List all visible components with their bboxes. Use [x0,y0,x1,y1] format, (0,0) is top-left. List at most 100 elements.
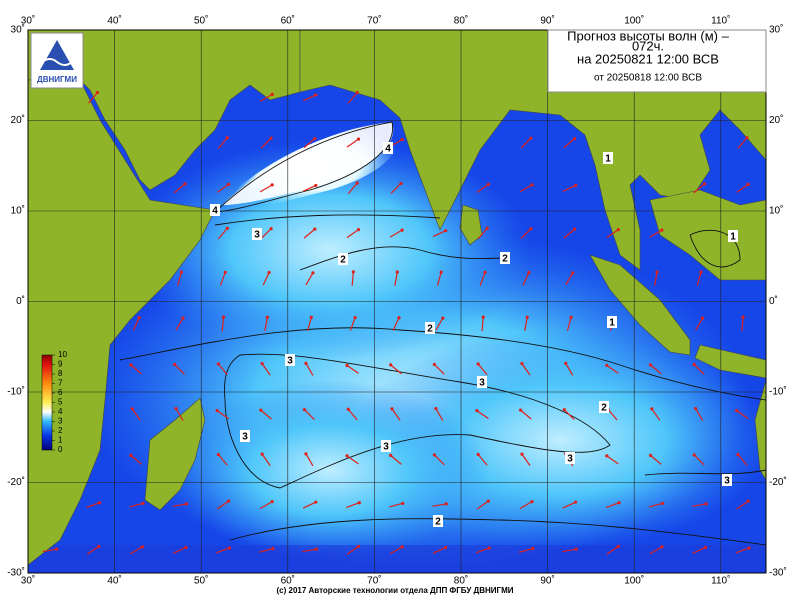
wind-arrow-head [265,315,269,319]
wind-arrow-head [701,316,705,320]
wind-arrow-head [616,228,620,232]
wind-arrow-head [97,501,102,505]
wind-arrow [649,229,663,238]
wind-arrow [394,271,398,286]
wind-arrow [345,502,360,509]
wind-arrow-head [397,316,401,320]
wind-arrow [390,454,402,465]
wind-arrow [695,408,704,421]
contour-line [644,469,766,476]
wind-arrow-head [704,502,708,506]
wind-arrow-head [573,183,578,188]
wind-arrow-head [529,136,533,140]
wind-arrow [389,502,403,508]
wind-arrow [521,453,531,466]
wind-arrow-head [486,499,490,503]
wind-arrow [522,272,530,286]
wind-arrow-head [225,226,229,230]
lat-tick-label: 0˚ [769,295,778,307]
wind-arrow [302,184,317,192]
wind-arrows [42,90,751,555]
lat-tick-label: -10˚ [7,386,25,398]
wind-arrow [390,183,402,194]
colorbar-label: 2 [58,426,63,435]
wind-arrow-head [573,137,577,141]
wind-arrow-head [661,501,665,505]
lat-tick-label: -20˚ [7,476,25,488]
wind-arrow-head [351,270,355,274]
wind-arrow-head [741,315,745,319]
wind-arrow-head [481,315,485,319]
wind-arrow-head [355,181,359,185]
lon-tick-label: 30˚ [21,15,35,27]
lat-tick-label: 30˚ [769,24,783,36]
wind-arrow [693,454,705,466]
wind-arrow [259,184,273,193]
wind-arrow-head [444,229,448,233]
contour-label-bg [425,322,435,334]
wind-arrow-head [660,545,664,549]
wind-arrow-head [259,408,263,412]
wind-arrow-head [345,363,349,367]
wind-arrow [563,138,575,149]
wind-arrow-head [356,228,361,232]
wind-arrow [389,546,403,555]
wind-arrow [563,409,575,420]
graticule [28,30,766,573]
wind-arrow-head [179,270,183,274]
wind-arrow-head [269,227,273,231]
lon-tick-label: 40˚ [107,575,121,587]
contour-label: 3 [383,442,389,453]
wind-arrow-head [313,137,317,141]
wind-arrow-head [400,228,404,232]
wind-arrow-head [223,270,227,274]
wind-arrow [476,500,489,510]
land [28,30,301,191]
wind-arrow [736,500,749,510]
colorbar-label: 10 [58,350,67,359]
lon-tick-label: 30˚ [21,575,35,587]
wind-arrow [129,502,144,508]
wind-arrow-head [216,452,220,457]
wind-arrow-head [225,136,229,140]
land [28,79,216,566]
wind-arrow-head [444,502,448,506]
wind-arrow [432,230,446,238]
wind-arrow [351,271,354,286]
wind-arrow [693,183,705,194]
wind-arrow-head [745,136,749,140]
lon-tick-label: 80˚ [454,15,468,27]
wind-arrow-head [221,315,226,319]
land [649,189,766,281]
wind-arrow-head [520,362,524,366]
contour-label: 1 [605,154,611,165]
wind-arrow-head [527,270,531,275]
wind-arrow [304,409,315,420]
wind-arrow [217,137,228,149]
wind-arrow-head [353,315,357,320]
wind-arrow [735,547,750,554]
colorbar-label: 0 [58,445,63,454]
colorbar-label: 6 [58,388,63,397]
wind-arrow [692,503,707,507]
wind-arrow-head [357,501,361,505]
wind-arrow [221,317,225,332]
wind-arrow-head [692,362,696,367]
land [754,379,766,481]
wind-arrow [303,138,316,149]
wind-arrow [649,546,663,555]
contour-label: 4 [212,206,218,217]
wind-arrow [347,182,358,195]
wind-arrow [562,501,576,509]
wind-arrow [432,546,446,554]
wind-arrow [346,455,359,465]
wind-arrow [216,410,229,420]
wind-arrow-head [747,546,751,550]
wind-arrow [172,546,187,554]
wind-arrow [305,453,314,467]
wind-arrow [520,228,532,239]
wind-arrow-head [569,315,573,319]
wind-arrow-head [226,499,231,503]
wind-arrow-head [355,90,359,95]
wind-arrow-head [703,545,708,550]
